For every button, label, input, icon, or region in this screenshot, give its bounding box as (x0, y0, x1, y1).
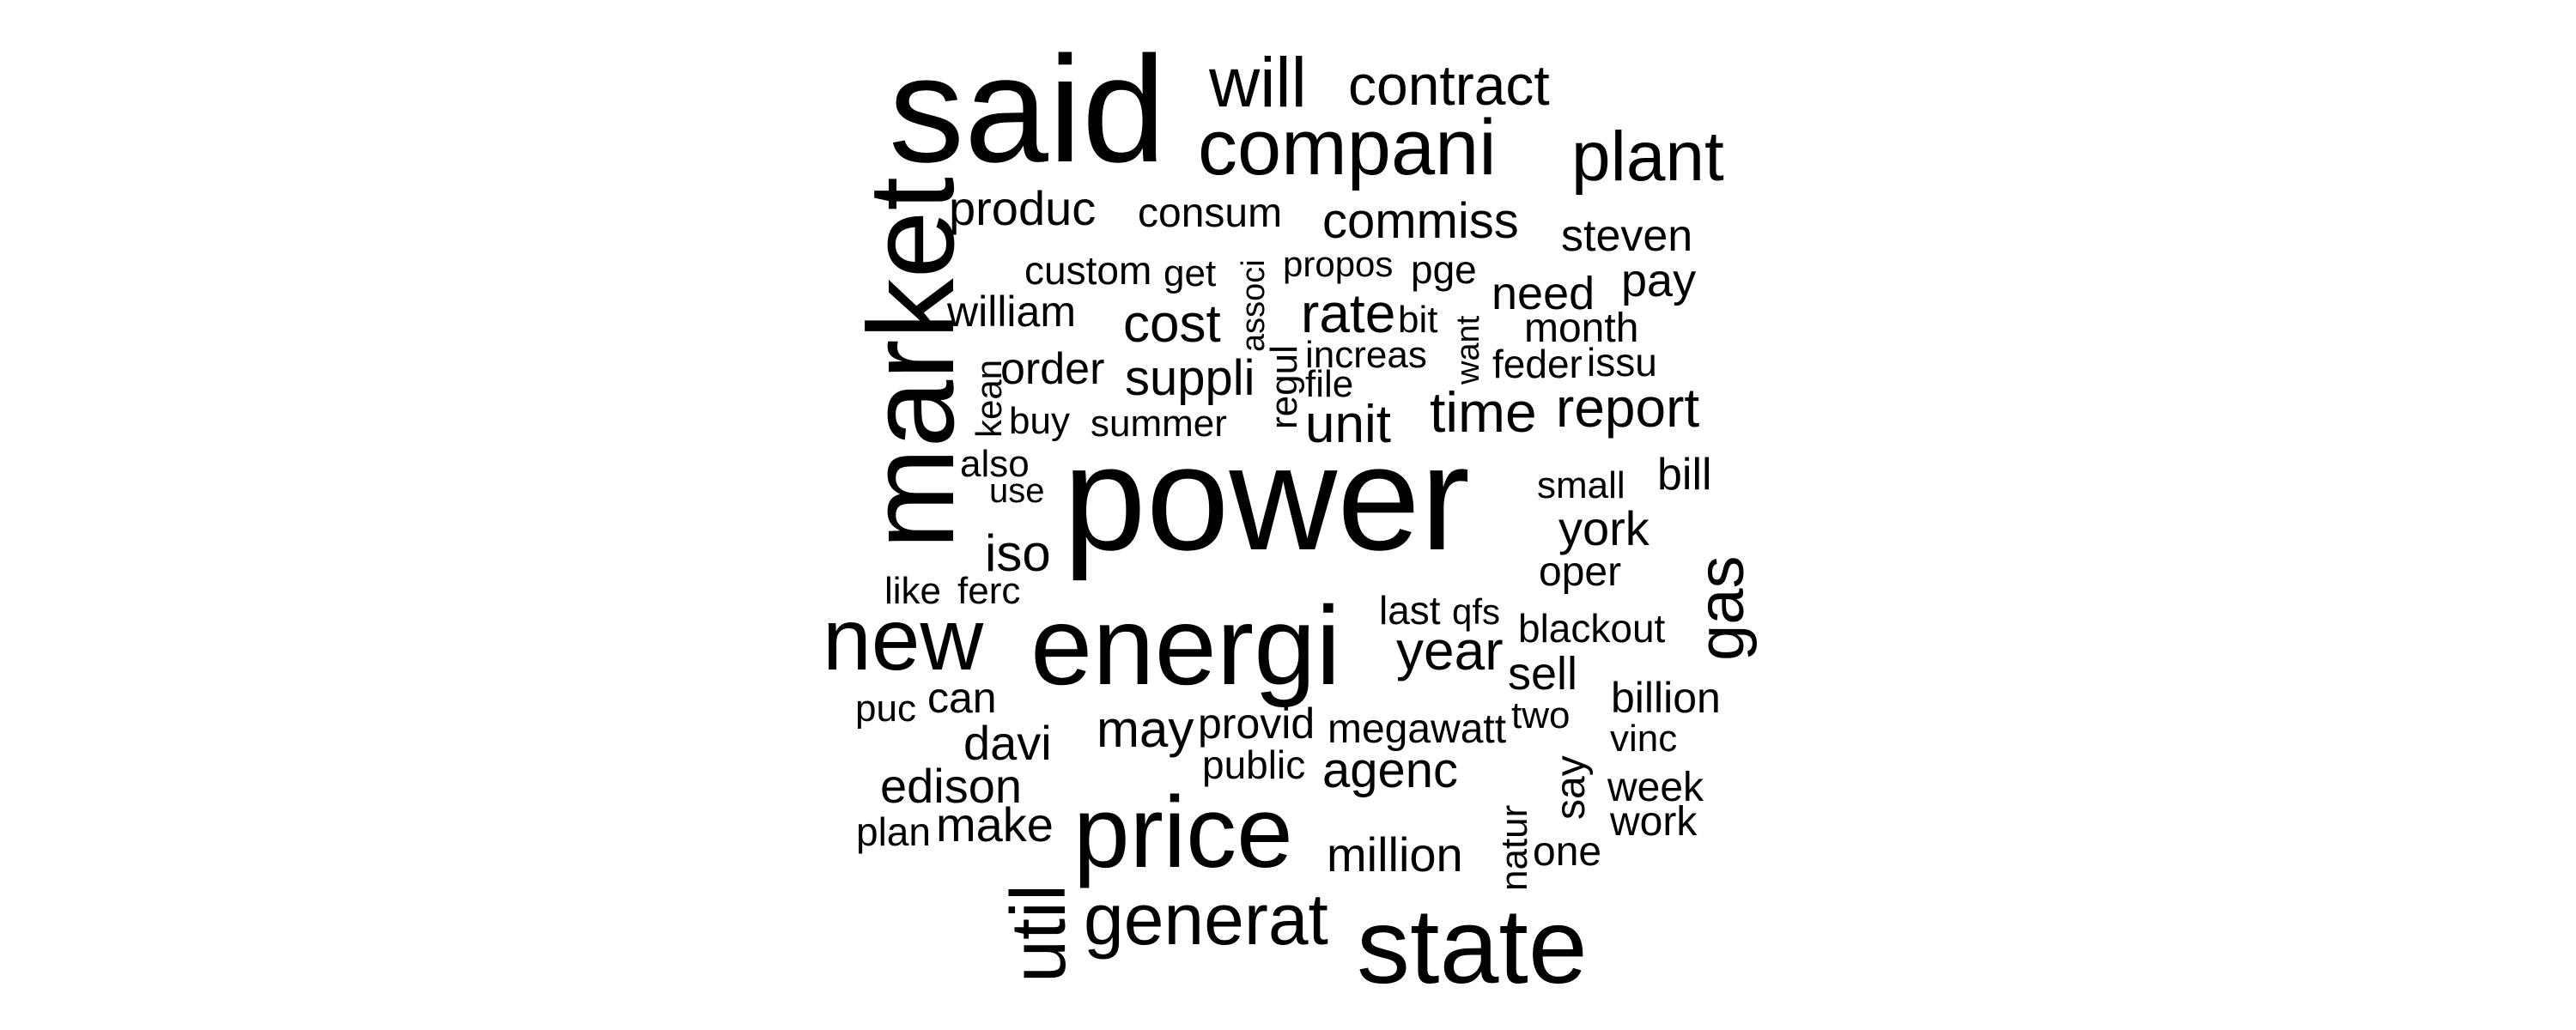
word-like: like (884, 570, 941, 612)
word-billion: billion (1611, 674, 1721, 722)
word-small: small (1537, 464, 1625, 506)
word-rate: rate (1301, 282, 1395, 344)
word-use: use (989, 472, 1045, 510)
word-price: price (1073, 776, 1293, 889)
word-one: one (1533, 829, 1601, 875)
word-natur: natur (1493, 805, 1535, 891)
word-will: will (1208, 44, 1307, 122)
word-william: william (946, 288, 1076, 336)
word-sell: sell (1508, 648, 1577, 700)
word-year: year (1396, 620, 1504, 682)
word-contract: contract (1348, 53, 1550, 117)
word-last: last (1379, 588, 1441, 633)
word-can: can (927, 674, 997, 722)
word-order: order (1000, 344, 1104, 394)
word-month: month (1524, 306, 1638, 351)
word-want: want (1450, 315, 1486, 385)
word-agenc: agenc (1322, 742, 1458, 798)
word-two: two (1511, 694, 1570, 736)
word-bill: bill (1657, 450, 1712, 500)
word-market: market (843, 177, 980, 549)
word-new: new (823, 591, 983, 688)
word-edison: edison (880, 759, 1022, 813)
word-week: week (1607, 765, 1704, 810)
word-issu: issu (1587, 340, 1657, 385)
word-file: file (1305, 363, 1353, 405)
word-custom: custom (1024, 248, 1151, 293)
word-need: need (1492, 268, 1595, 319)
word-work: work (1609, 799, 1698, 845)
word-qfs: qfs (1452, 591, 1500, 632)
word-increas: increas (1305, 334, 1427, 376)
word-million: million (1327, 827, 1463, 882)
word-said: said (889, 26, 1166, 194)
word-gas: gas (1685, 555, 1758, 661)
word-oper: oper (1539, 549, 1621, 595)
word-report: report (1556, 377, 1699, 439)
word-regul: regul (1263, 345, 1305, 429)
word-util: util (996, 884, 1082, 983)
word-blackout: blackout (1518, 606, 1666, 651)
word-say: say (1548, 755, 1594, 820)
word-ferc: ferc (957, 570, 1020, 612)
word-make: make (936, 797, 1054, 851)
word-also: also (960, 443, 1030, 485)
word-time: time (1430, 380, 1537, 444)
word-associ: associ (1236, 259, 1272, 352)
word-puc: puc (855, 688, 916, 730)
word-vinc: vinc (1610, 718, 1677, 760)
word-compani: compani (1198, 104, 1497, 191)
word-unit: unit (1305, 395, 1391, 454)
word-consum: consum (1138, 191, 1282, 236)
word-power: power (1063, 414, 1470, 581)
word-iso: iso (985, 524, 1051, 582)
word-plan: plan (856, 809, 931, 854)
word-york: york (1558, 501, 1650, 555)
word-state: state (1357, 888, 1588, 1006)
word-plant: plant (1571, 118, 1724, 196)
word-produc: produc (949, 181, 1096, 235)
word-propos: propos (1283, 244, 1393, 284)
word-steven: steven (1561, 211, 1692, 261)
word-buy: buy (1009, 400, 1070, 442)
word-suppli: suppli (1125, 350, 1255, 406)
word-public: public (1202, 742, 1305, 787)
word-bit: bit (1398, 299, 1437, 341)
word-pay: pay (1621, 255, 1696, 306)
word-davi: davi (963, 716, 1052, 770)
word-may: may (1097, 700, 1194, 758)
word-summer: summer (1091, 403, 1227, 445)
word-feder: feder (1492, 342, 1583, 386)
word-generat: generat (1084, 879, 1328, 960)
word-energi: energi (1030, 583, 1340, 708)
word-kean: kean (969, 360, 1009, 438)
word-get: get (1163, 252, 1216, 294)
word-megawatt: megawatt (1327, 706, 1506, 752)
word-provid: provid (1198, 700, 1315, 748)
word-pge: pge (1411, 247, 1477, 292)
word-commiss: commiss (1322, 193, 1519, 249)
word-cost: cost (1123, 294, 1221, 354)
